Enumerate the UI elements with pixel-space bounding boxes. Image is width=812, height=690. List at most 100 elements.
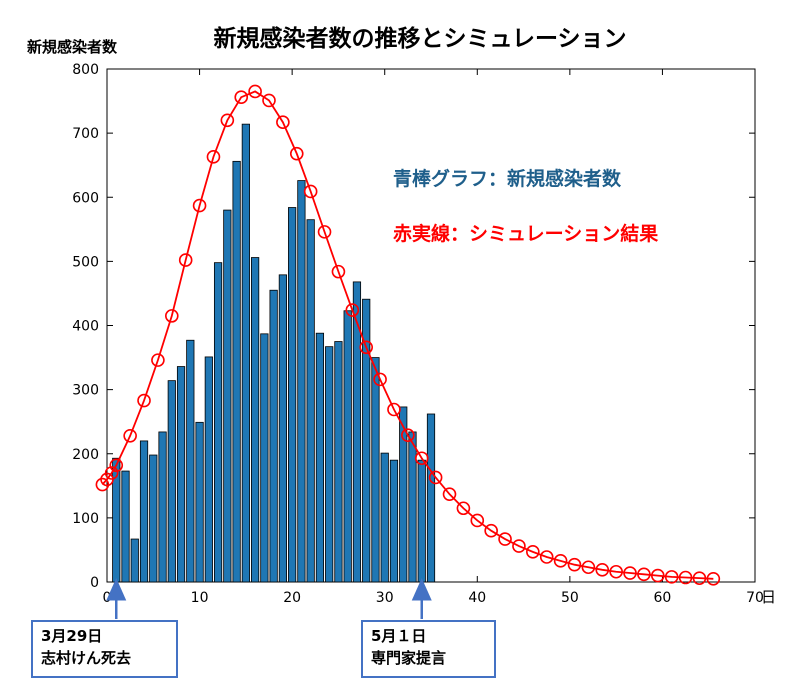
simulation-point [706, 571, 721, 586]
simulation-point [442, 487, 457, 501]
simulation-point [373, 372, 387, 387]
simulation-point [581, 560, 596, 575]
bar [325, 346, 334, 583]
simulation-point [289, 146, 304, 161]
plot-area: 0 100 200 300 400 500 600 700 800 0 10 20 30 40 50 60 70… [72, 62, 776, 619]
bar [269, 289, 278, 583]
bar [343, 310, 352, 583]
simulation-point [650, 568, 665, 583]
simulation-point [512, 539, 526, 553]
bar [167, 380, 176, 583]
simulation-point [553, 554, 568, 568]
x-tick-label: 10 [191, 590, 209, 606]
bar [260, 333, 269, 583]
simulation-point [165, 309, 179, 323]
bar [399, 406, 408, 583]
simulation-point [220, 113, 235, 128]
simulation-point [414, 451, 429, 466]
simulation-point [178, 253, 193, 267]
annotation-text: 専門家提言 [371, 649, 447, 667]
y-tick-label: 500 [72, 254, 99, 270]
bar [380, 452, 389, 583]
simulation-point [262, 93, 276, 108]
simulation-point [678, 570, 693, 585]
simulation-point [484, 523, 498, 538]
simulation-point [104, 466, 119, 480]
simulation-point [137, 393, 151, 408]
x-tick-label: 0 [103, 590, 112, 606]
y-tick-label: 700 [72, 126, 99, 142]
simulation-point [303, 184, 318, 199]
y-tick-label: 300 [72, 383, 99, 399]
simulation-point [595, 563, 610, 577]
simulation-point [526, 545, 540, 559]
simulation-point [692, 571, 707, 585]
simulation-point [567, 557, 582, 572]
bar [389, 459, 399, 583]
bar [121, 470, 130, 583]
simulation-point [192, 198, 207, 213]
x-tick-label: 60 [654, 590, 672, 606]
bar [426, 413, 436, 583]
simulation-point [609, 564, 623, 579]
bar [176, 366, 186, 583]
bar [223, 209, 232, 583]
simulation-point [109, 458, 124, 473]
annotation-date: 5月１日 [371, 627, 427, 645]
simulation-point [248, 84, 262, 99]
x-tick-label: 70 [746, 590, 764, 606]
bar [297, 180, 306, 583]
simulation-point [401, 428, 415, 442]
simulation-point [664, 570, 679, 584]
annotation-date: 3月29日 [41, 627, 103, 645]
simulation-point [387, 402, 401, 417]
bar [158, 431, 167, 583]
bar [130, 538, 139, 583]
bar [371, 357, 380, 583]
bar [195, 421, 204, 583]
simulation-point [123, 428, 137, 443]
simulation-point [331, 264, 346, 279]
y-tick-label: 800 [72, 62, 99, 78]
simulation-point [276, 115, 290, 130]
simulation-point [317, 225, 332, 239]
bar [278, 274, 287, 583]
bar [186, 339, 195, 583]
y-tick-label: 600 [72, 190, 99, 206]
x-tick-label: 30 [376, 590, 394, 606]
simulation-point [470, 513, 485, 528]
simulation-point [456, 501, 471, 516]
y-axis-label: 新規感染者数 [27, 38, 118, 56]
bar [352, 281, 362, 583]
chart-title: 新規感染者数の推移とシミュレーション [213, 25, 626, 52]
bar [288, 207, 297, 583]
x-tick-label: 20 [283, 590, 301, 606]
simulation-point [151, 353, 165, 367]
simulation-point [359, 340, 374, 355]
bar [417, 459, 426, 583]
simulation-point [539, 550, 554, 564]
y-tick-label: 400 [72, 319, 99, 335]
bar [232, 160, 241, 583]
y-tick-label: 200 [72, 447, 99, 463]
simulation-point [498, 532, 512, 546]
legend-entry-line: 赤実線：シミュレーション結果 [393, 222, 658, 245]
bar [408, 431, 417, 583]
bar [315, 332, 325, 583]
annotation-box-shimura: 3月29日 志村けん死去 [31, 620, 178, 678]
y-tick-label: 0 [90, 575, 99, 591]
bar [149, 454, 158, 583]
bar [139, 440, 149, 583]
annotation-text: 志村けん死去 [41, 649, 132, 667]
simulation-point [637, 567, 651, 582]
simulation-point [428, 470, 443, 485]
x-axis-unit-label: 日 [761, 588, 776, 606]
simulation-point [206, 150, 221, 164]
y-tick-label: 100 [72, 511, 99, 527]
x-tick-label: 50 [561, 590, 579, 606]
bar [306, 219, 315, 583]
simulation-point [623, 566, 637, 580]
annotation-box-expert: 5月１日 専門家提言 [361, 620, 496, 678]
legend-entry-bars: 青棒グラフ：新規感染者数 [393, 167, 622, 190]
